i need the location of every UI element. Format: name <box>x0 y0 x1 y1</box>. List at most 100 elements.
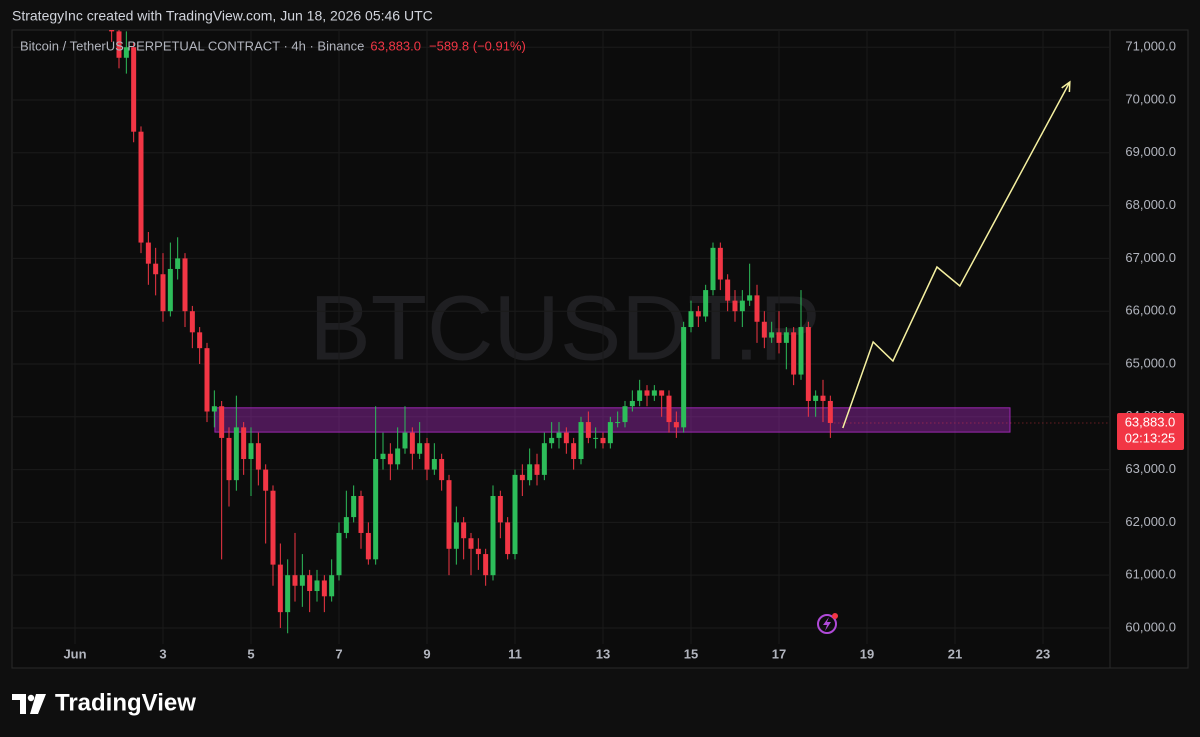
candle-body <box>490 495 496 576</box>
candle-body <box>365 532 371 560</box>
candle-body <box>820 395 826 401</box>
alert-ring <box>817 614 837 634</box>
candle-body <box>688 311 694 328</box>
last-price: 63,883.0 <box>370 38 421 53</box>
x-tick-label: 3 <box>159 646 166 661</box>
candle-body <box>329 575 335 597</box>
candle-body <box>263 469 269 491</box>
candle-body <box>615 422 621 424</box>
alert-dot <box>832 613 838 619</box>
y-tick-label: 62,000.0 <box>1125 514 1176 529</box>
candle-body <box>541 443 547 475</box>
y-tick-label: 71,000.0 <box>1125 39 1176 54</box>
candle-body <box>798 327 804 375</box>
projection-arrowhead <box>1061 80 1071 93</box>
candle-body <box>197 332 203 349</box>
candle-body <box>145 242 151 264</box>
candle-body <box>695 311 701 317</box>
candle-body <box>123 47 129 58</box>
candle-body <box>211 406 217 412</box>
y-tick-label: 69,000.0 <box>1125 144 1176 159</box>
x-tick-label: 17 <box>772 646 786 661</box>
x-tick-label: 9 <box>423 646 430 661</box>
candle-body <box>505 522 511 555</box>
candle-body <box>424 443 430 470</box>
candle-body <box>255 443 261 470</box>
candle-body <box>204 348 210 412</box>
candle-body <box>409 432 415 454</box>
candle-body <box>358 495 364 533</box>
candle-body <box>747 295 753 301</box>
axes: 60,000.061,000.062,000.063,000.064,000.0… <box>63 39 1176 662</box>
y-tick-label: 67,000.0 <box>1125 250 1176 265</box>
y-tick-label: 66,000.0 <box>1125 303 1176 318</box>
x-tick-label: 7 <box>335 646 342 661</box>
candle-body <box>116 31 122 58</box>
candle-body <box>761 321 767 338</box>
x-tick-label: 13 <box>596 646 610 661</box>
candle-body <box>519 474 525 481</box>
candle-body <box>644 390 650 396</box>
candle-body <box>607 422 613 444</box>
candle-body <box>336 532 342 576</box>
candle-body <box>534 464 540 475</box>
candle-body <box>314 580 320 592</box>
attribution: StrategyInc created with TradingView.com… <box>12 8 433 24</box>
candle-body <box>241 427 247 460</box>
candle-body <box>637 390 643 401</box>
candle-body <box>475 548 481 555</box>
candle-body <box>593 437 599 439</box>
alert-icon[interactable] <box>817 613 838 634</box>
y-tick-label: 61,000.0 <box>1125 567 1176 582</box>
candle-body <box>402 432 408 449</box>
candle-body <box>769 332 775 338</box>
y-tick-label: 63,000.0 <box>1125 461 1176 476</box>
symbol-legend: Bitcoin / TetherUS PERPETUAL CONTRACT · … <box>20 38 364 53</box>
candle-body <box>226 437 232 481</box>
y-tick-label: 70,000.0 <box>1125 91 1176 106</box>
candle-body <box>783 332 789 343</box>
candle-body <box>453 522 459 549</box>
candle-body <box>446 480 452 549</box>
candle-body <box>681 327 687 428</box>
candle-body <box>270 490 276 565</box>
x-tick-label: Jun <box>63 646 86 661</box>
candle-body <box>549 437 555 444</box>
y-tick-label: 65,000.0 <box>1125 355 1176 370</box>
candle-body <box>659 390 665 396</box>
candle-body <box>585 422 591 438</box>
candle-body <box>717 247 723 280</box>
candle-body <box>666 395 672 423</box>
candle-body <box>578 422 584 460</box>
price-tag: 63,883.002:13:25 <box>830 412 1184 450</box>
candle-body <box>189 311 195 333</box>
candles <box>109 30 833 634</box>
candle-body <box>527 464 533 481</box>
x-tick-label: 19 <box>860 646 874 661</box>
candle-body <box>285 575 291 613</box>
candle-body <box>167 268 173 312</box>
candle-body <box>109 30 115 32</box>
candle-body <box>813 395 819 401</box>
candle-body <box>307 575 313 592</box>
candle-body <box>600 437 606 444</box>
candle-body <box>497 495 503 523</box>
candle-body <box>754 295 760 322</box>
candle-body <box>461 522 467 539</box>
candle-body <box>321 580 327 597</box>
candle-body <box>373 459 379 560</box>
candle-body <box>622 406 628 423</box>
candle-body <box>651 390 657 396</box>
candle-body <box>468 538 474 549</box>
price-tag-countdown: 02:13:25 <box>1125 430 1176 445</box>
candle-body <box>556 432 562 438</box>
candle-body <box>131 47 137 132</box>
candle-body <box>571 443 577 460</box>
projection-line <box>842 81 1071 429</box>
candle-body <box>160 274 166 312</box>
candle-body <box>791 332 797 375</box>
candle-body <box>629 400 635 407</box>
x-tick-label: 5 <box>247 646 254 661</box>
candle-body <box>439 459 445 481</box>
